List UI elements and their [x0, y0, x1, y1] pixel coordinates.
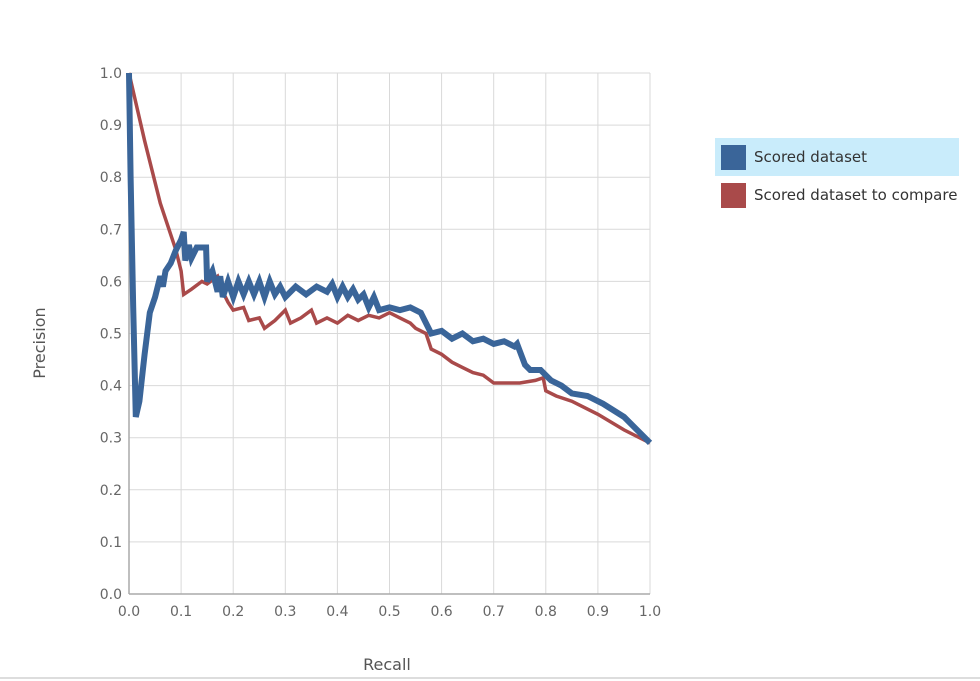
- x-axis-title: Recall: [363, 655, 411, 674]
- x-tick-label: 0.8: [535, 604, 557, 620]
- y-tick-label: 0.0: [100, 587, 122, 603]
- x-tick-labels: 0.0 0.1 0.2 0.3 0.4 0.5 0.6 0.7 0.8 0.9 1.0: [118, 604, 661, 620]
- y-tick-labels: 0.0 0.1 0.2 0.3 0.4 0.5 0.6 0.7 0.8 0.9 1.0: [100, 66, 122, 603]
- grid: [128, 72, 651, 595]
- legend-swatch-scored-dataset-to-compare: [721, 182, 746, 208]
- y-tick-label: 0.3: [100, 431, 122, 447]
- y-axis-title: Precision: [30, 307, 49, 378]
- x-tick-label: 0.2: [222, 604, 244, 620]
- y-tick-label: 0.6: [100, 274, 122, 290]
- y-tick-label: 0.7: [100, 222, 122, 238]
- y-tick-label: 0.4: [100, 379, 122, 395]
- y-tick-label: 0.9: [100, 118, 122, 134]
- legend-label: Scored dataset to compare: [754, 186, 958, 204]
- bottom-divider: [0, 677, 980, 679]
- series-line-scored-dataset-to-compare: [127, 72, 651, 445]
- x-tick-label: 0.5: [378, 604, 400, 620]
- x-tick-label: 1.0: [639, 604, 661, 620]
- x-tick-label: 0.9: [587, 604, 609, 620]
- y-tick-label: 0.1: [100, 535, 122, 551]
- y-tick-label: 0.8: [100, 170, 122, 186]
- y-tick-label: 1.0: [100, 66, 122, 82]
- x-tick-label: 0.6: [430, 604, 452, 620]
- x-tick-label: 0.1: [170, 604, 192, 620]
- x-tick-label: 0.3: [274, 604, 296, 620]
- legend-item-scored-dataset-to-compare[interactable]: Scored dataset to compare: [715, 176, 959, 214]
- series-lines: [126, 72, 653, 446]
- legend-swatch-scored-dataset: [721, 144, 746, 170]
- y-tick-label: 0.5: [100, 327, 122, 343]
- x-tick-label: 0.4: [326, 604, 348, 620]
- legend: Scored dataset Scored dataset to compare: [715, 138, 959, 214]
- legend-label: Scored dataset: [754, 148, 868, 166]
- legend-item-scored-dataset[interactable]: Scored dataset: [715, 138, 959, 176]
- x-tick-label: 0.0: [118, 604, 140, 620]
- x-tick-label: 0.7: [483, 604, 505, 620]
- series-line-scored-dataset: [126, 72, 653, 446]
- y-tick-label: 0.2: [100, 483, 122, 499]
